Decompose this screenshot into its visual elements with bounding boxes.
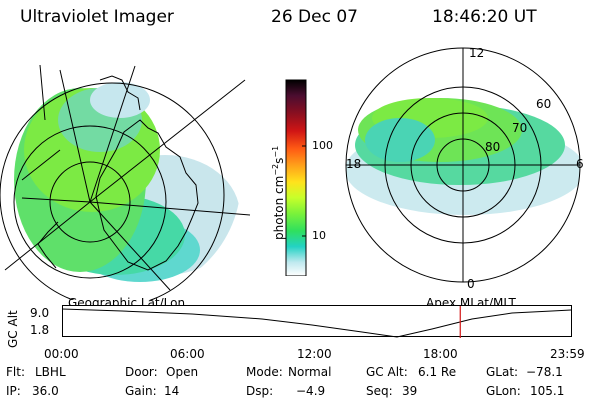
polar-image-panel <box>345 47 581 283</box>
ip-value: 36.0 <box>32 384 59 398</box>
door-value: Open <box>166 365 199 379</box>
auroral-emission-polar <box>346 98 580 215</box>
colorbar-unit-s: s <box>272 157 286 164</box>
altitude-trace <box>62 308 572 338</box>
glon-value: 105.1 <box>530 384 565 398</box>
mlt-label-0: 0 <box>467 277 475 291</box>
xtick-0000: 00:00 <box>44 347 79 361</box>
altitude-ytick-low: 1.8 <box>30 323 50 337</box>
glon-label: GLon: <box>486 384 521 398</box>
ip-label: IP: <box>6 384 21 398</box>
xtick-2359: 23:59 <box>550 347 585 361</box>
xtick-0600: 06:00 <box>170 347 205 361</box>
dsp-value: −4.9 <box>296 384 326 398</box>
lat-label-70: 70 <box>512 121 528 135</box>
door-label: Door: <box>125 365 158 379</box>
gain-value: 14 <box>164 384 180 398</box>
date-label: 26 Dec 07 <box>271 7 358 27</box>
colorbar-unit-sup2: −1 <box>271 145 280 158</box>
lat-label-80: 80 <box>485 140 501 154</box>
colorbar-tick-10: 10 <box>312 229 326 242</box>
xtick-1800: 18:00 <box>423 347 458 361</box>
glat-value: −78.1 <box>526 365 563 379</box>
seq-label: Seq: <box>366 384 393 398</box>
mlt-label-6: 6 <box>576 157 584 171</box>
mlt-label-12: 12 <box>469 46 485 60</box>
filter-label: Flt: <box>6 365 25 379</box>
xtick-1200: 12:00 <box>297 347 332 361</box>
colorbar <box>285 79 307 276</box>
polar-grid <box>345 47 581 283</box>
geographic-image-panel <box>0 64 251 300</box>
colorbar-unit-sup1: −2 <box>271 163 280 176</box>
altitude-plot <box>62 305 572 338</box>
dsp-label: Dsp: <box>246 384 274 398</box>
mode-value: Normal <box>288 365 332 379</box>
gain-label: Gain: <box>125 384 157 398</box>
gcalt-value: 6.1 Re <box>418 365 457 379</box>
altitude-ytick-high: 9.0 <box>30 306 50 320</box>
app-title: Ultraviolet Imager <box>20 7 174 27</box>
time-label: 18:46:20 UT <box>432 7 537 27</box>
lat-label-60: 60 <box>536 97 552 111</box>
colorbar-unit-label: photon cm−2s−1 <box>271 146 286 240</box>
colorbar-tick-100: 100 <box>312 139 333 152</box>
geographic-grid <box>0 64 251 300</box>
auroral-emission-geo <box>9 64 241 296</box>
filter-value: LBHL <box>35 365 66 379</box>
gcalt-label: GC Alt: <box>366 365 408 379</box>
colorbar-unit-main: photon cm <box>272 175 286 240</box>
altitude-ylabel: GC Alt <box>6 310 20 348</box>
colorbar-scale <box>285 79 307 276</box>
mode-label: Mode: <box>246 365 283 379</box>
glat-label: GLat: <box>486 365 519 379</box>
seq-value: 39 <box>402 384 418 398</box>
mlt-label-18: 18 <box>346 157 362 171</box>
